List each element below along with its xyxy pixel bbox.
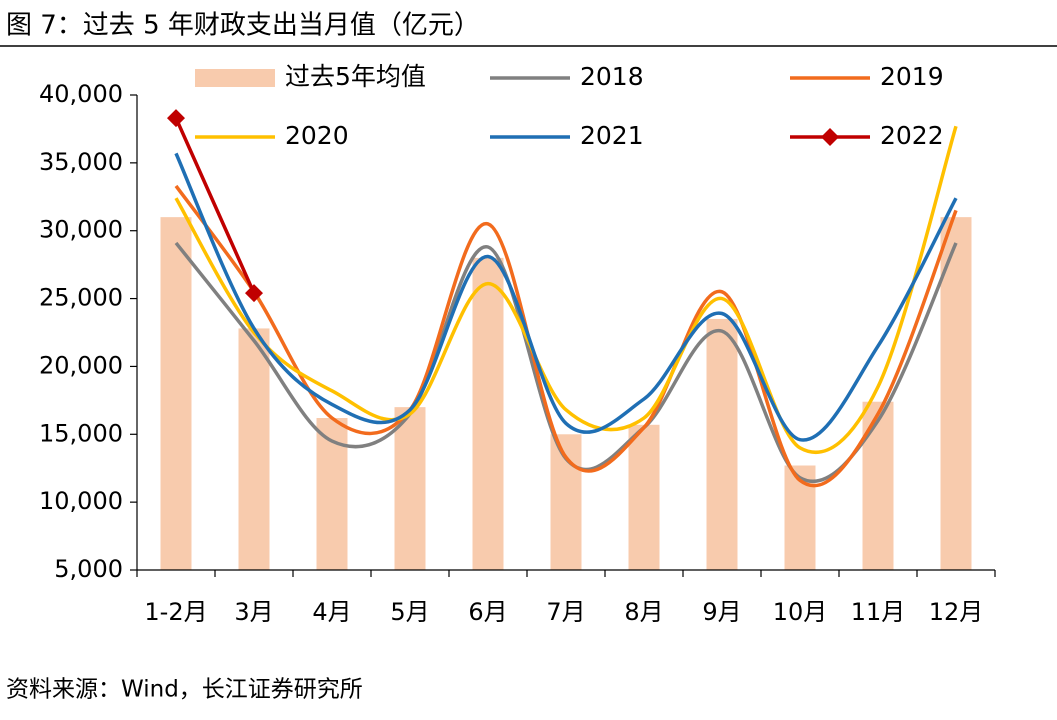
line-series [174, 125, 958, 454]
line-series [174, 152, 958, 442]
x-tick-label: 3月 [234, 598, 273, 626]
bar [394, 407, 426, 570]
bar [628, 424, 660, 570]
legend-label: 2020 [285, 121, 349, 150]
bar [472, 257, 504, 570]
x-tick-label: 6月 [468, 598, 507, 626]
x-tick-label: 10月 [773, 598, 828, 626]
chart-title: 图 7：过去 5 年财政支出当月值（亿元） [6, 11, 480, 41]
x-tick-label: 12月 [929, 598, 984, 626]
legend-label: 过去5年均值 [285, 62, 426, 91]
x-tick-label: 8月 [624, 598, 663, 626]
y-tick-label: 5,000 [54, 555, 123, 583]
bar [706, 318, 738, 570]
x-tick-label: 1-2月 [144, 598, 207, 626]
legend-label: 2022 [880, 121, 944, 150]
legend-marker [821, 128, 839, 146]
source: 资料来源：Wind，长江证券研究所 [6, 677, 363, 703]
legend-swatch [195, 69, 275, 87]
y-tick-label: 30,000 [39, 216, 123, 244]
bar [862, 401, 894, 570]
legend-label: 2018 [580, 62, 644, 91]
bar [940, 217, 972, 570]
y-tick-label: 10,000 [39, 487, 123, 515]
bar [238, 328, 270, 570]
legend-label: 2021 [580, 121, 644, 150]
x-tick-label: 4月 [312, 598, 351, 626]
x-tick-label: 9月 [702, 598, 741, 626]
line-series [174, 184, 958, 488]
marker [245, 284, 263, 303]
y-tick-label: 15,000 [39, 419, 123, 447]
marker [167, 109, 185, 128]
y-tick-label: 40,000 [39, 80, 123, 108]
line-series [174, 117, 256, 294]
legend-label: 2019 [880, 62, 944, 91]
y-tick-label: 20,000 [39, 351, 123, 379]
y-tick-label: 35,000 [39, 148, 123, 176]
x-tick-label: 7月 [546, 598, 585, 626]
x-tick-label: 11月 [851, 598, 906, 626]
x-tick-label: 5月 [390, 598, 429, 626]
bar [160, 217, 192, 570]
y-tick-label: 25,000 [39, 284, 123, 312]
